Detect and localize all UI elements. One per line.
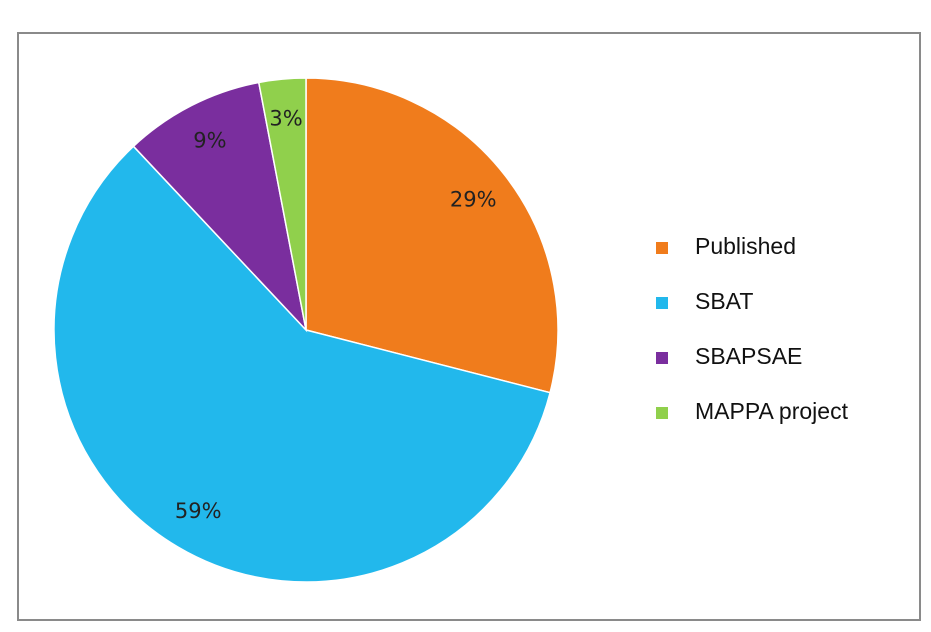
legend-label: SBAT xyxy=(695,288,753,314)
data-label: 3% xyxy=(269,106,302,130)
legend-swatch xyxy=(656,297,668,309)
legend-label: MAPPA project xyxy=(695,398,849,424)
data-label: 59% xyxy=(175,499,222,523)
legend-swatch xyxy=(656,352,668,364)
pie-slice xyxy=(257,77,307,331)
legend-label: SBAPSAE xyxy=(695,343,802,369)
pie-slice xyxy=(132,81,308,333)
legend-swatch xyxy=(656,407,668,419)
pie-slice xyxy=(305,77,559,394)
legend-label: Published xyxy=(695,233,796,259)
pie-slice xyxy=(53,145,551,583)
legend-swatch xyxy=(656,242,668,254)
data-label: 29% xyxy=(450,187,497,211)
data-label: 9% xyxy=(193,128,226,152)
